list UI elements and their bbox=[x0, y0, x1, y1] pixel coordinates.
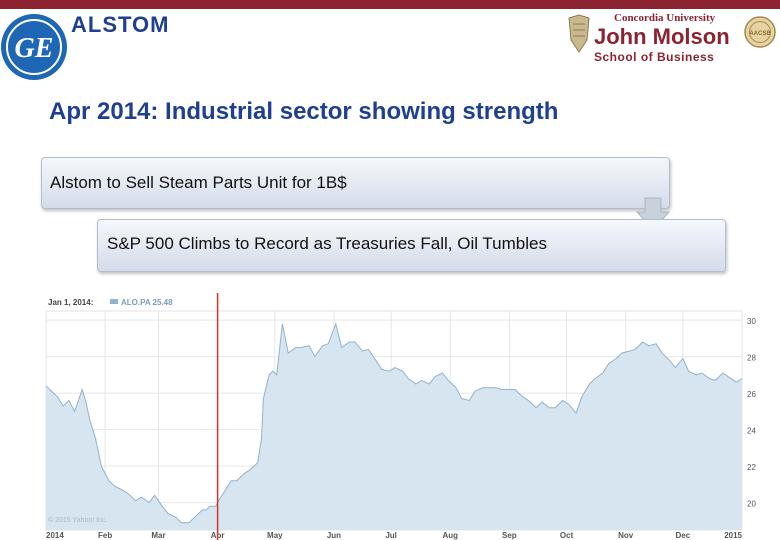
y-tick-label: 24 bbox=[747, 427, 756, 436]
x-tick-label: Dec bbox=[676, 531, 691, 540]
crest-icon bbox=[568, 14, 590, 53]
top-accent-bar bbox=[0, 0, 780, 9]
x-tick-label: Mar bbox=[151, 531, 165, 540]
x-tick-label: Nov bbox=[618, 531, 634, 540]
stock-chart[interactable]: 3028262422202014FebMarAprMayJunJulAugSep… bbox=[0, 293, 780, 540]
jmsb-school: School of Business bbox=[594, 50, 715, 64]
headline-text-1: Alstom to Sell Steam Parts Unit for 1B$ bbox=[50, 173, 347, 192]
readout-ticker: ALO.PA 25.48 bbox=[121, 298, 173, 307]
jmsb-name: John Molson bbox=[594, 24, 730, 49]
x-tick-label: 2015 bbox=[724, 531, 742, 540]
y-tick-label: 26 bbox=[747, 390, 756, 399]
y-tick-label: 20 bbox=[747, 500, 756, 509]
chart-watermark: © 2015 Yahoo! Inc. bbox=[48, 516, 107, 524]
alstom-logo: ALSTOM bbox=[71, 12, 170, 37]
legend-swatch bbox=[110, 299, 118, 304]
price-area bbox=[46, 323, 742, 530]
x-tick-label: Feb bbox=[98, 531, 112, 540]
x-tick-label: Jun bbox=[327, 531, 341, 540]
y-tick-label: 28 bbox=[747, 354, 756, 363]
x-tick-label: Oct bbox=[560, 531, 574, 540]
jmsb-logo: Concordia University John Molson School … bbox=[594, 12, 734, 64]
x-tick-label: Jul bbox=[385, 531, 397, 540]
aacsb-seal-icon: AACSB bbox=[744, 16, 776, 48]
price-line bbox=[45, 322, 743, 524]
readout-date: Jan 1, 2014: bbox=[48, 298, 93, 307]
headline-box-2: S&P 500 Climbs to Record as Treasuries F… bbox=[97, 219, 726, 272]
headline-text-2: S&P 500 Climbs to Record as Treasuries F… bbox=[107, 234, 547, 253]
ge-logo: GE bbox=[1, 14, 67, 80]
slide-title: Apr 2014: Industrial sector showing stre… bbox=[49, 98, 559, 125]
x-tick-label: Aug bbox=[442, 531, 458, 540]
y-tick-label: 22 bbox=[747, 463, 756, 472]
x-tick-label: 2014 bbox=[46, 531, 64, 540]
svg-text:GE: GE bbox=[15, 33, 54, 64]
y-tick-label: 30 bbox=[747, 317, 756, 326]
x-tick-label: May bbox=[267, 531, 283, 540]
x-tick-label: Sep bbox=[502, 531, 517, 540]
jmsb-university: Concordia University bbox=[614, 12, 716, 24]
stock-chart-svg[interactable]: 3028262422202014FebMarAprMayJunJulAugSep… bbox=[0, 293, 780, 540]
aacsb-seal-text: AACSB bbox=[749, 31, 771, 37]
headline-box-1: Alstom to Sell Steam Parts Unit for 1B$ bbox=[41, 157, 670, 209]
